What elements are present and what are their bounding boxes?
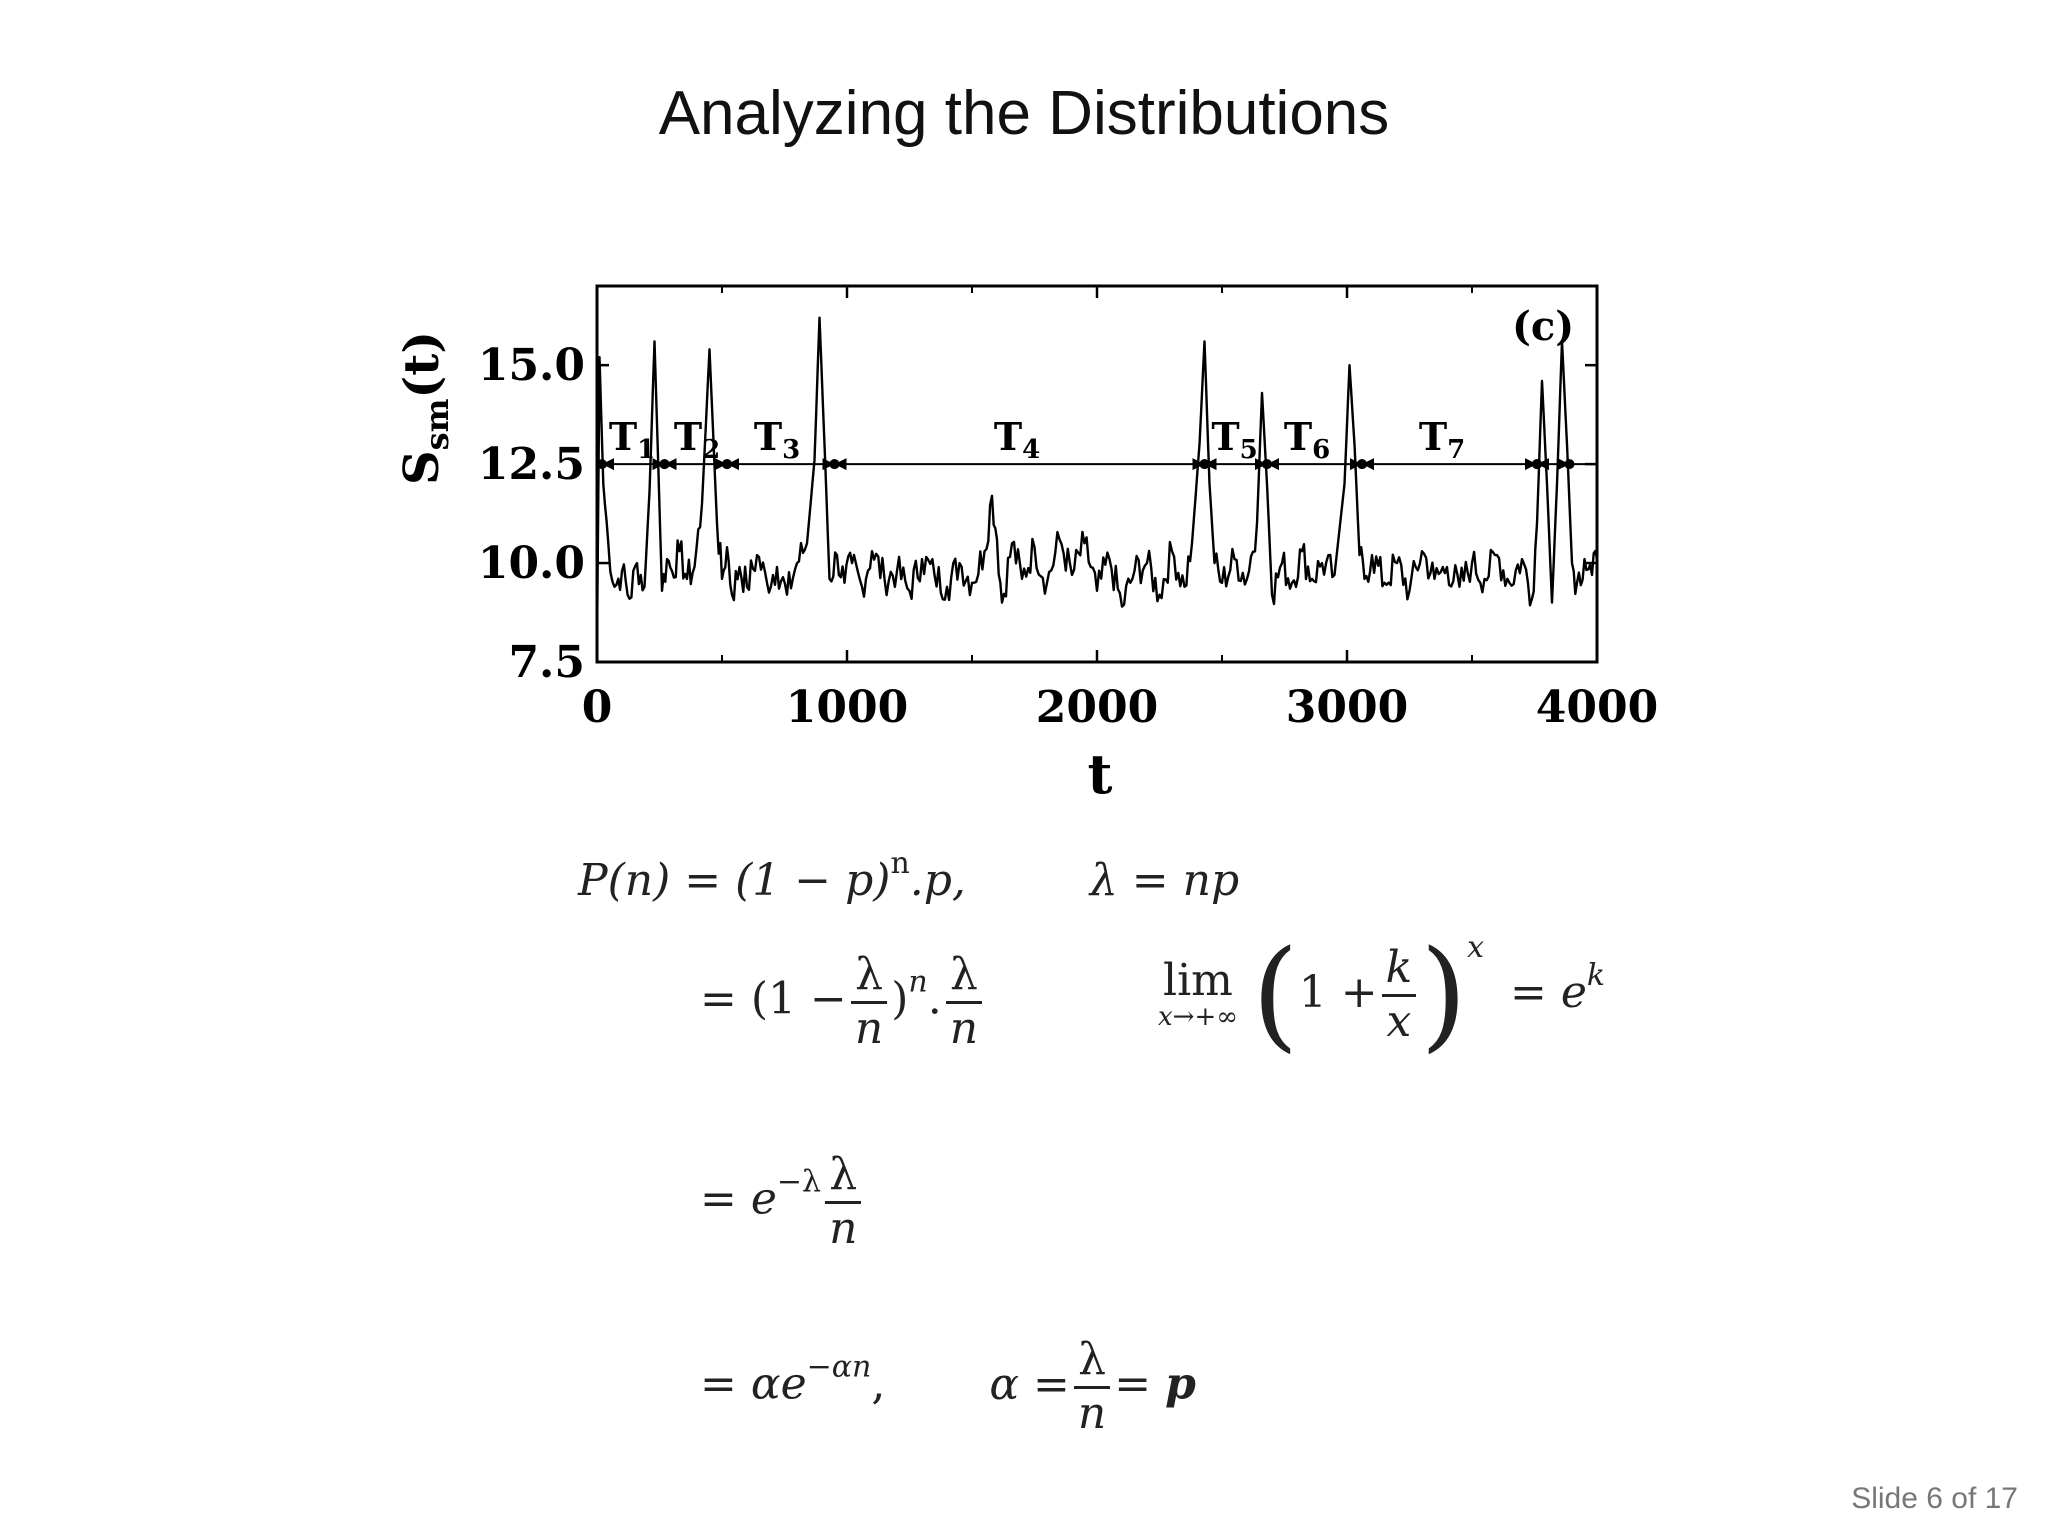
y-label-sub: sm	[418, 398, 456, 450]
interval-label: T4	[994, 414, 1040, 465]
x-tick-label: 4000	[1536, 682, 1658, 733]
svg-text:Ssm(t): Ssm(t)	[394, 331, 456, 485]
interval-arrow-right	[1525, 458, 1537, 471]
y-label-tail: (t)	[394, 331, 450, 399]
interval-label: T5	[1211, 414, 1257, 465]
y-label-main: S	[394, 450, 450, 485]
interval-marker	[1564, 459, 1575, 470]
interval-label: T1	[609, 414, 655, 465]
y-tick-label: 10.0	[478, 538, 585, 589]
x-axis-label: t	[1088, 742, 1113, 806]
limit-equation: lim x→+∞ (1 + k x)x = ek	[1158, 925, 1606, 1065]
equation-line-2: = (1 − λ n)n. λ n	[700, 949, 986, 1054]
panel-label: (c)	[1512, 303, 1574, 350]
interval-marker	[659, 459, 670, 470]
y-axis-label: Ssm(t)	[394, 331, 456, 485]
interval-marker	[1532, 459, 1542, 470]
interval-arrow-left	[1204, 458, 1217, 471]
interval-label: T2	[674, 414, 720, 465]
series-line	[595, 316, 1599, 647]
interval-arrow-left	[664, 458, 677, 471]
slide-title: Analyzing the Distributions	[658, 79, 1390, 148]
interval-arrow-right	[715, 458, 727, 471]
interval-arrow-left	[727, 458, 739, 471]
interval-label: T7	[1419, 414, 1465, 465]
interval-marker	[1357, 459, 1367, 470]
interval-marker	[829, 459, 840, 470]
lim-operator: lim x→+∞	[1158, 955, 1238, 1033]
interval-arrow-left	[1362, 458, 1374, 471]
interval-label: T6	[1284, 414, 1330, 465]
equation-line-3: = e−λ λ n	[700, 1149, 865, 1254]
x-tick-label: 2000	[1036, 682, 1158, 733]
slide-number: Slide 6 of 17	[1851, 1482, 2018, 1515]
eq1-lhs: P(n) = (1 − p)n.p,	[578, 846, 966, 906]
y-tick-label: 15.0	[478, 340, 585, 391]
interval-arrow-left	[834, 458, 847, 471]
x-tick-label: 0	[582, 682, 613, 733]
equation-line-1: P(n) = (1 − p)n.p, λ = np	[578, 846, 1239, 906]
timeseries-chart: T1 T2 T3 T4 T5 T6 T7 0 1000 2000 3000 4000 7.5 10.0 1…	[394, 284, 1658, 806]
interval-marker	[722, 459, 732, 470]
plot-frame	[595, 284, 1599, 664]
interval-arrow-left	[1267, 458, 1279, 471]
x-tick-label: 3000	[1286, 682, 1408, 733]
equation-line-4: = αe−αn, α = λ n = p	[700, 1334, 1196, 1439]
interval-arrow-right	[1557, 458, 1570, 471]
x-tick-label: 1000	[786, 682, 908, 733]
interval-marker	[1199, 459, 1210, 470]
interval-label: T3	[754, 414, 800, 465]
eq1-rhs: λ = np	[1089, 855, 1240, 906]
y-tick-label: 7.5	[508, 637, 585, 688]
y-tick-label: 12.5	[478, 439, 585, 490]
